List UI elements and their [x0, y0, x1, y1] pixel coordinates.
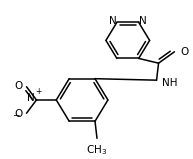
Text: O: O — [180, 47, 189, 57]
Text: O: O — [14, 81, 23, 91]
Text: −: − — [12, 111, 19, 120]
Text: N: N — [139, 16, 146, 26]
Text: CH$_3$: CH$_3$ — [86, 143, 108, 157]
Text: N: N — [27, 93, 34, 103]
Text: O: O — [14, 109, 23, 119]
Text: NH: NH — [162, 78, 177, 88]
Text: N: N — [109, 16, 117, 26]
Text: +: + — [35, 87, 42, 96]
